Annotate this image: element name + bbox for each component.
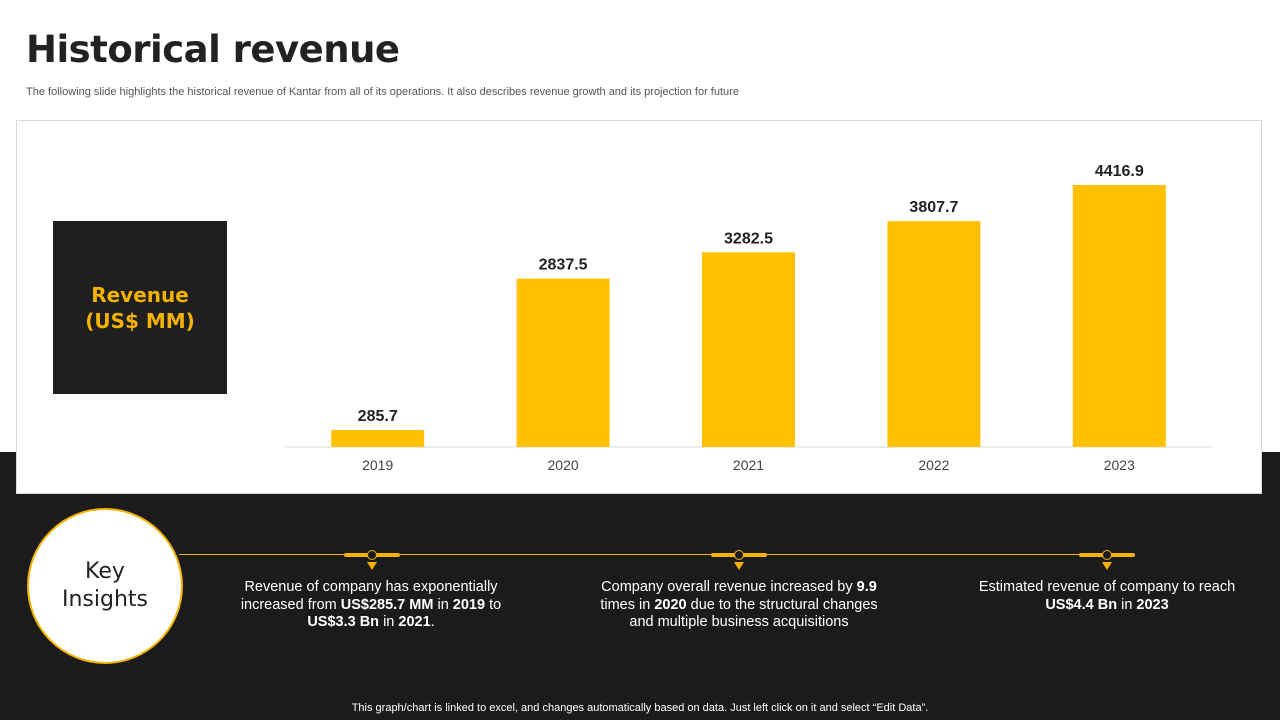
x-tick-label-2021: 2021 bbox=[733, 457, 764, 473]
data-label-2019: 285.7 bbox=[358, 408, 398, 425]
insight-fragment: times in bbox=[600, 596, 655, 613]
insight-highlight: US$3.3 Bn bbox=[307, 614, 380, 630]
bar-2023[interactable] bbox=[1072, 185, 1166, 447]
page-title: Historical revenue bbox=[26, 28, 400, 71]
marker-dot-icon bbox=[1102, 550, 1112, 560]
insight-highlight: 2021 bbox=[398, 614, 431, 630]
x-tick-label-2022: 2022 bbox=[918, 457, 949, 473]
timeline-marker-1 bbox=[344, 550, 400, 574]
marker-arrow-down-icon bbox=[367, 562, 377, 570]
insights-timeline-line bbox=[179, 554, 1135, 555]
data-label-2023: 4416.9 bbox=[1095, 163, 1144, 180]
data-label-2022: 3807.7 bbox=[909, 199, 958, 216]
data-label-2021: 3282.5 bbox=[724, 230, 773, 247]
insight-highlight: 2019 bbox=[452, 596, 486, 613]
insight-highlight: 2020 bbox=[654, 596, 687, 613]
revenue-label-box: Revenue (US$ MM) bbox=[53, 221, 227, 394]
x-tick-label-2019: 2019 bbox=[362, 457, 393, 473]
timeline-marker-3 bbox=[1079, 550, 1135, 574]
revenue-bar-chart[interactable]: 285.7 2019 2837.5 2020 3282.5 2021 3807.7 2022 4… bbox=[17, 121, 1263, 495]
insight-fragment: due to the structural changes and multip… bbox=[629, 596, 878, 631]
timeline-marker-2 bbox=[711, 550, 767, 574]
page-subtitle: The following slide highlights the histo… bbox=[26, 86, 739, 98]
insight-highlight: US$4.4 Bn bbox=[1045, 596, 1118, 613]
marker-dot-icon bbox=[734, 550, 744, 560]
marker-arrow-down-icon bbox=[734, 562, 744, 570]
insight-text-1: Revenue of company has exponentially inc… bbox=[226, 579, 516, 632]
insight-fragment: in bbox=[379, 614, 399, 630]
insight-fragment: in bbox=[1117, 596, 1137, 613]
insight-fragment: Estimated revenue of company to reach bbox=[978, 579, 1236, 595]
revenue-label: Revenue (US$ MM) bbox=[85, 282, 195, 333]
footnote: This graph/chart is linked to excel, and… bbox=[351, 702, 929, 714]
insight-text-3: Estimated revenue of company to reach US… bbox=[962, 579, 1252, 614]
insight-fragment: Revenue of company has exponentially inc… bbox=[240, 579, 498, 613]
insight-fragment: . bbox=[430, 614, 435, 630]
marker-dot-icon bbox=[367, 550, 377, 560]
insight-fragment: Company overall revenue increased by bbox=[601, 579, 857, 595]
insight-highlight: US$285.7 MM bbox=[340, 596, 434, 613]
dark-band bbox=[0, 452, 1280, 720]
insight-highlight: 2023 bbox=[1136, 596, 1169, 613]
key-insights-title: Key Insights bbox=[61, 559, 148, 612]
chart-card[interactable]: Revenue (US$ MM) 285.7 2019 2837.5 2020 3282… bbox=[16, 120, 1262, 494]
insight-text-2: Company overall revenue increased by 9.9… bbox=[594, 579, 884, 632]
bar-2020[interactable] bbox=[516, 278, 610, 447]
x-tick-label-2023: 2023 bbox=[1104, 457, 1135, 473]
insight-fragment: to bbox=[485, 596, 502, 613]
key-insights-circle: Key Insights bbox=[27, 508, 183, 664]
data-label-2020: 2837.5 bbox=[539, 257, 588, 274]
marker-arrow-down-icon bbox=[1102, 562, 1112, 570]
bar-2019[interactable] bbox=[331, 430, 425, 447]
bar-2022[interactable] bbox=[887, 221, 981, 447]
insight-highlight: 9.9 bbox=[856, 579, 877, 595]
bar-2021[interactable] bbox=[702, 252, 795, 447]
x-tick-label-2020: 2020 bbox=[548, 457, 579, 473]
insight-fragment: in bbox=[433, 596, 453, 613]
